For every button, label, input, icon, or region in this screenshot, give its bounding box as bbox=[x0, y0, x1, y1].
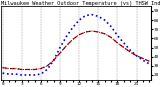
Text: Milwaukee Weather Outdoor Temperature (vs) THSW Index per Hour (Last 24 Hours): Milwaukee Weather Outdoor Temperature (v… bbox=[1, 1, 160, 6]
